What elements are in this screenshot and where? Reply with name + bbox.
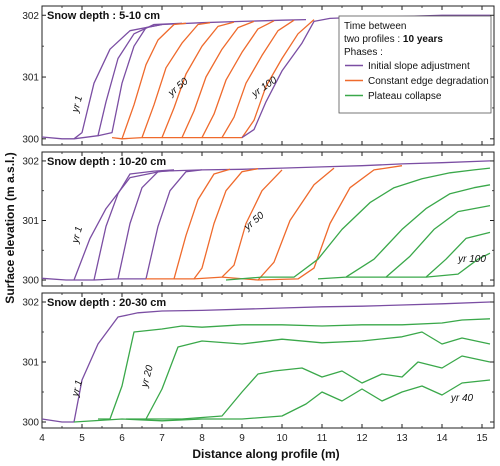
profile-line-edge <box>221 167 335 281</box>
year-annotation: yr 40 <box>450 393 474 404</box>
profile-line-collapse <box>146 355 491 420</box>
profile-line-edge <box>257 165 403 281</box>
y-tick-label: 301 <box>22 216 39 227</box>
x-tick-label: 4 <box>39 433 45 444</box>
panel-frame <box>41 151 495 287</box>
profile-line-collapse <box>98 318 491 420</box>
x-tick-label: 5 <box>79 433 85 444</box>
year-annotation: yr 1 <box>70 95 85 115</box>
x-tick-label: 12 <box>356 433 368 444</box>
y-tick-label: 300 <box>22 276 39 287</box>
profile-line-collapse <box>225 167 491 281</box>
x-tick-label: 10 <box>276 433 288 444</box>
profile-line-initial <box>118 169 203 280</box>
panel-frame <box>41 292 495 429</box>
legend-interval-label: two profiles : 10 years <box>344 34 443 45</box>
x-tick-label: 11 <box>317 433 328 444</box>
legend-phases-label: Phases : <box>344 47 383 58</box>
legend: Time between two profiles : 10 years Phase… <box>338 15 492 114</box>
profile-line-collapse <box>317 184 491 280</box>
profile-line-collapse <box>425 252 491 278</box>
x-tick-label: 9 <box>239 433 245 444</box>
profile-line-edge <box>193 169 283 280</box>
year-annotation: yr 1 <box>70 225 85 245</box>
panel-title: Snow depth : 20-30 cm <box>47 297 166 309</box>
y-tick-label: 301 <box>22 358 39 369</box>
y-tick-label: 302 <box>22 298 39 309</box>
profile-line-initial <box>41 18 307 140</box>
y-tick-label: 302 <box>22 156 39 167</box>
year-annotation: yr 1 <box>70 379 85 399</box>
profile-line-initial <box>93 169 175 281</box>
y-tick-label: 300 <box>22 418 39 429</box>
profile-line-edge <box>146 168 231 280</box>
profile-line-initial <box>97 23 163 137</box>
y-tick-label: 302 <box>22 11 39 22</box>
legend-box <box>338 15 492 114</box>
profile-line-collapse <box>73 379 491 423</box>
y-axis-title: Surface elevation (m a.s.l.) <box>3 152 17 303</box>
profile-line-collapse <box>346 204 491 278</box>
x-tick-label: 7 <box>159 433 165 444</box>
profile-line-initial <box>41 301 491 423</box>
series-group <box>41 160 491 281</box>
legend-entry: Plateau collapse <box>368 91 442 102</box>
legend-time-label: Time between <box>344 21 406 32</box>
x-tick-label: 15 <box>476 433 488 444</box>
y-tick-label: 300 <box>22 134 39 145</box>
profile-line-collapse <box>386 231 491 278</box>
x-tick-label: 6 <box>119 433 125 444</box>
year-annotation: yr 100 <box>457 254 486 265</box>
panel-title: Snow depth : 10-20 cm <box>47 156 166 168</box>
panel-title: Snow depth : 5-10 cm <box>47 10 160 22</box>
profile-line-collapse <box>126 331 491 420</box>
x-tick-label: 8 <box>199 433 205 444</box>
panel-3: 4 5 6 7 8 9 10 11 12 13 14 15 300 301 302 Snow depth : … <box>22 292 495 444</box>
x-axis-title: Distance along profile (m) <box>192 447 339 461</box>
x-tick-label: 14 <box>436 433 448 444</box>
y-tick-label: 301 <box>22 73 39 84</box>
legend-entry: Initial slope adjustment <box>368 61 470 72</box>
legend-entry: Constant edge degradation <box>368 76 489 87</box>
x-tick-label: 13 <box>396 433 408 444</box>
series-group <box>41 301 491 423</box>
